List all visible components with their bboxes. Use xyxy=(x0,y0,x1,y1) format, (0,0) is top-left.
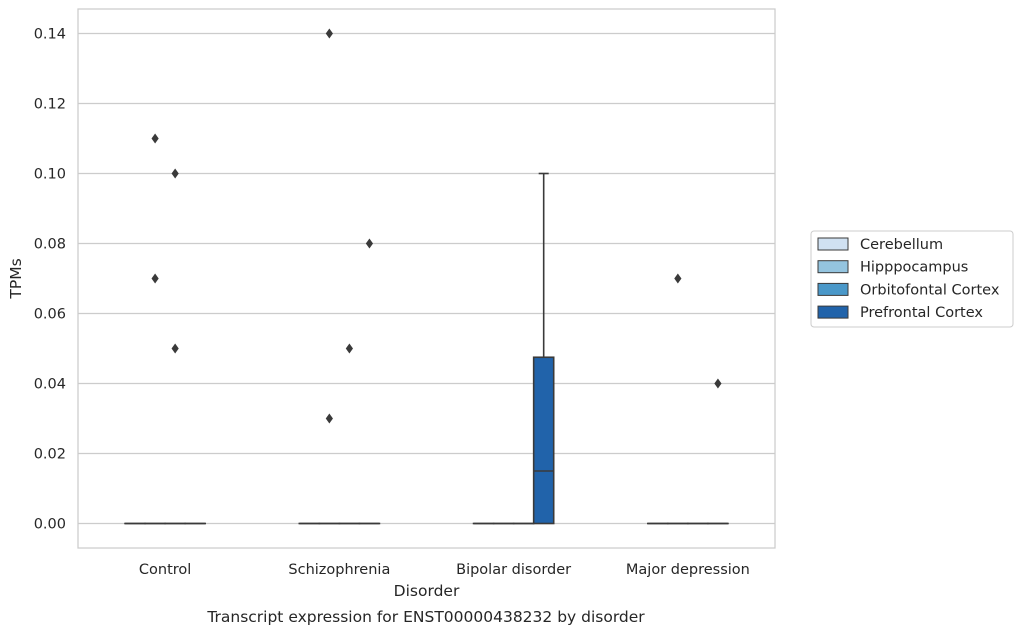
box-prefrontal-cortex xyxy=(358,238,381,525)
y-tick-label: 0.06 xyxy=(34,307,66,323)
y-tick-label: 0.04 xyxy=(34,377,66,393)
legend-label: Orbitofontal Cortex xyxy=(860,282,1000,298)
legend-swatch xyxy=(817,237,849,251)
box-hipppocampus xyxy=(318,28,341,525)
legend-swatch xyxy=(817,260,849,274)
y-axis-ticks: 0.00 0.02 0.04 0.06 0.08 0.10 0.12 0.14 xyxy=(34,27,66,533)
legend: Cerebellum Hipppocampus Orbitofontal Corte… xyxy=(810,230,1014,328)
outlier-point xyxy=(325,28,333,39)
x-axis-ticks: Control Schizophrenia Bipolar disorder Majo… xyxy=(139,562,750,578)
box-prefrontal-cortex xyxy=(707,378,729,525)
box-prefrontal-cortex xyxy=(532,172,555,525)
box-orbitofontal-cortex xyxy=(164,168,186,525)
chart-caption: Transcript expression for ENST0000043823… xyxy=(206,608,645,626)
outlier-point xyxy=(345,343,353,354)
box-plot-boxes xyxy=(124,28,729,525)
box-body xyxy=(532,356,555,525)
grid-lines xyxy=(78,32,775,525)
y-tick-label: 0.08 xyxy=(34,237,66,253)
legend-swatch xyxy=(817,282,849,296)
x-axis-label: Disorder xyxy=(394,582,460,600)
plot-frame xyxy=(77,8,776,549)
outlier-point xyxy=(325,413,333,424)
y-tick-label: 0.14 xyxy=(34,27,66,43)
outlier-point xyxy=(151,133,159,144)
outlier-point xyxy=(674,273,682,284)
outlier-point xyxy=(365,238,374,249)
outlier-point xyxy=(171,168,179,179)
x-tick-label: Major depression xyxy=(626,562,750,578)
y-tick-label: 0.12 xyxy=(34,97,66,113)
legend-frame xyxy=(810,230,1014,328)
y-axis-label: TPMs xyxy=(7,258,25,299)
legend-swatch xyxy=(817,305,849,319)
outlier-point xyxy=(714,378,722,389)
outlier-point xyxy=(171,343,179,354)
outlier-point xyxy=(151,273,159,284)
x-tick-label: Schizophrenia xyxy=(288,562,390,578)
box-orbitofontal-cortex xyxy=(338,343,361,525)
legend-label: Prefrontal Cortex xyxy=(860,305,983,321)
x-tick-label: Control xyxy=(139,562,191,578)
y-tick-label: 0.10 xyxy=(34,167,66,183)
x-tick-label: Bipolar disorder xyxy=(456,562,571,578)
y-tick-label: 0.00 xyxy=(34,517,66,533)
legend-label: Cerebellum xyxy=(860,237,943,253)
box-hipppocampus xyxy=(667,273,689,525)
y-tick-label: 0.02 xyxy=(34,447,66,463)
box-hipppocampus xyxy=(144,133,166,525)
legend-label: Hipppocampus xyxy=(860,260,968,276)
